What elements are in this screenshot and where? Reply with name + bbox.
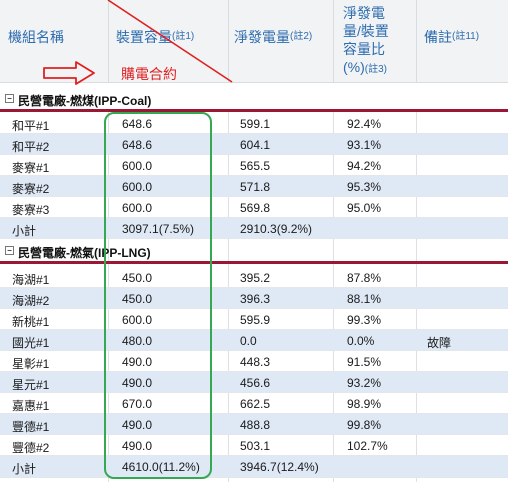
right-arrow-icon: [43, 61, 95, 85]
table-row[interactable]: 嘉惠#1 670.0 662.5 98.9%: [0, 393, 508, 414]
header-divider: [416, 0, 417, 82]
table-row[interactable]: 海湖#2 450.0 396.3 88.1%: [0, 288, 508, 309]
header-capacity-ratio[interactable]: 淨發電 量/裝置 容量比 (%)(註3): [343, 5, 389, 75]
table-row[interactable]: 新桃#1 600.0 595.9 99.3%: [0, 309, 508, 330]
table-row[interactable]: 星元#1 490.0 456.6 93.2%: [0, 372, 508, 393]
header-remark[interactable]: 備註 (註11): [424, 29, 480, 45]
table-row[interactable]: 麥寮#1 600.0 565.5 94.2%: [0, 155, 508, 176]
table-row[interactable]: 國光#1 480.0 0.0 0.0% 故障: [0, 330, 508, 351]
table-row[interactable]: 麥寮#3 600.0 569.8 95.0%: [0, 197, 508, 218]
header-divider: [333, 0, 334, 82]
table-row[interactable]: 海湖#1 450.0 395.2 87.8%: [0, 267, 508, 288]
section-ipp-coal[interactable]: − 民營電廠-燃煤(IPP-Coal): [0, 89, 508, 109]
header-divider: [108, 0, 109, 82]
collapse-toggle-icon[interactable]: −: [5, 246, 14, 255]
table-row[interactable]: 豐德#2 490.0 503.1 102.7%: [0, 435, 508, 456]
subtotal-row[interactable]: 小計 3097.1(7.5%) 2910.3(9.2%): [0, 218, 508, 239]
table-row[interactable]: 和平#1 648.6 599.1 92.4%: [0, 113, 508, 134]
header-divider: [228, 0, 229, 82]
table-row[interactable]: 麥寮#2 600.0 571.8 95.3%: [0, 176, 508, 197]
section-ipp-lng[interactable]: − 民營電廠-燃氣(IPP-LNG): [0, 241, 508, 261]
collapse-toggle-icon[interactable]: −: [5, 94, 14, 103]
table-row[interactable]: 和平#2 648.6 604.1 93.1%: [0, 134, 508, 155]
section-divider-line: [0, 261, 508, 264]
header-net-generation[interactable]: 淨發電量 (註2): [234, 29, 313, 45]
diagonal-annotation-line: [107, 0, 233, 83]
section-divider-line: [0, 109, 508, 112]
subtotal-row[interactable]: 小計 4610.0(11.2%) 3946.7(12.4%): [0, 456, 508, 478]
ppa-label: 購電合約: [121, 66, 177, 82]
header-unit-name[interactable]: 機組名稱: [8, 29, 64, 45]
table-row[interactable]: 豐德#1 490.0 488.8 99.8%: [0, 414, 508, 435]
table-header: 機組名稱 裝置容量 (註1) 淨發電量 (註2) 淨發電 量/裝置 容量比 (%)(…: [0, 0, 508, 83]
table-row[interactable]: 星彰#1 490.0 448.3 91.5%: [0, 351, 508, 372]
